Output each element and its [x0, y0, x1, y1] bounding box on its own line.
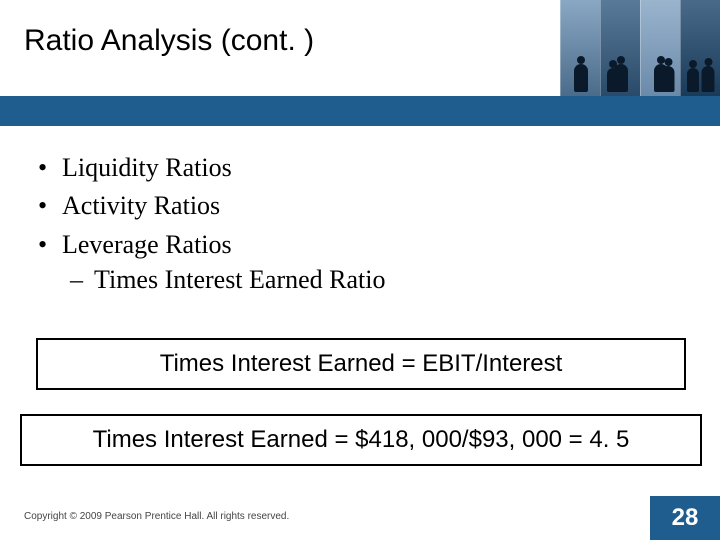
header-decorative-image [560, 0, 720, 96]
page-number: 28 [650, 496, 720, 540]
copyright-text: Copyright © 2009 Pearson Prentice Hall. … [24, 511, 289, 522]
sub-bullet-times-interest: Times Interest Earned Ratio [38, 265, 700, 295]
content-area: Liquidity Ratios Activity Ratios Leverag… [38, 150, 700, 295]
formula-box-definition: Times Interest Earned = EBIT/Interest [36, 338, 686, 390]
header-blue-bar [0, 96, 720, 126]
formula-box-calculation: Times Interest Earned = $418, 000/$93, 0… [20, 414, 702, 466]
bullet-item-activity: Activity Ratios [38, 188, 700, 224]
bullet-item-leverage: Leverage Ratios [38, 227, 700, 263]
bullet-item-liquidity: Liquidity Ratios [38, 150, 700, 186]
bullet-list: Liquidity Ratios Activity Ratios Leverag… [38, 150, 700, 263]
